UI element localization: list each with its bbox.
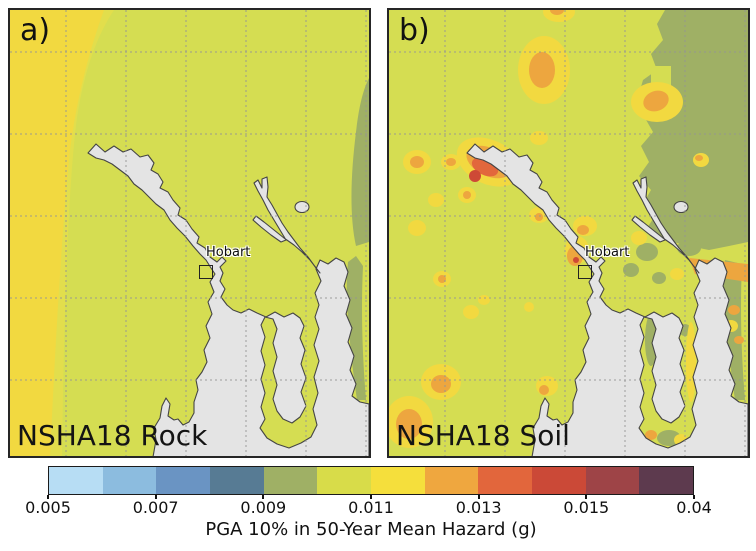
colorbar-swatch bbox=[102, 467, 157, 494]
colorbar-tick-label: 0.007 bbox=[132, 498, 179, 517]
colorbar-swatch bbox=[210, 467, 264, 494]
colorbar-swatch bbox=[585, 467, 640, 494]
hobart-marker-soil bbox=[578, 265, 592, 279]
colorbar-tickmark bbox=[370, 495, 372, 499]
hobart-label-soil: Hobart bbox=[585, 245, 630, 260]
panel-a-corner-label: a) bbox=[20, 13, 51, 48]
colorbar-tick-label: 0.04 bbox=[676, 498, 712, 517]
colorbar-title: PGA 10% in 50-Year Mean Hazard (g) bbox=[205, 519, 537, 540]
colorbar-tickmark bbox=[47, 495, 49, 499]
colorbar-tickmark bbox=[262, 495, 265, 499]
colorbar-swatch bbox=[478, 467, 533, 494]
map-soil-svg bbox=[389, 10, 748, 456]
panel-b-map-type-label: NSHA18 Soil bbox=[396, 419, 570, 452]
colorbar-tick-label: 0.011 bbox=[348, 498, 394, 517]
colorbar-swatch bbox=[317, 467, 372, 494]
colorbar-swatch bbox=[49, 467, 103, 494]
hobart-label-rock: Hobart bbox=[206, 245, 251, 260]
colorbar-tickmark bbox=[693, 495, 695, 499]
colorbar-ticks: 0.005 0.007 0.009 0.011 0.013 0.015 0.04 bbox=[25, 495, 712, 519]
map-rock-svg bbox=[10, 10, 369, 456]
colorbar-swatch bbox=[532, 467, 586, 494]
panel-a-map-type-label: NSHA18 Rock bbox=[17, 419, 208, 452]
colorbar-swatch bbox=[424, 467, 479, 494]
colorbar-swatch bbox=[263, 467, 318, 494]
colorbar-tick-label: 0.009 bbox=[240, 498, 287, 517]
hazard-patches-soil bbox=[389, 10, 748, 456]
colorbar-tick-label: 0.005 bbox=[25, 498, 71, 517]
hobart-marker-rock bbox=[199, 265, 213, 279]
colorbar-tickmark bbox=[477, 495, 480, 499]
colorbar-swatches bbox=[48, 466, 694, 495]
colorbar-swatch bbox=[371, 467, 425, 494]
colorbar-tickmark bbox=[154, 495, 157, 499]
colorbar-swatch bbox=[156, 467, 211, 494]
pond-rock bbox=[294, 200, 310, 214]
hazard-patches-rock bbox=[10, 10, 369, 456]
pond-soil bbox=[673, 200, 689, 214]
map-panel-rock: a) Hobart NSHA18 Rock bbox=[8, 8, 371, 458]
colorbar-tick-label: 0.013 bbox=[455, 498, 502, 517]
map-panel-soil: b) Hobart NSHA18 Soil bbox=[387, 8, 750, 458]
panel-b-corner-label: b) bbox=[399, 13, 430, 48]
colorbar-swatch bbox=[639, 467, 694, 494]
colorbar: 0.005 0.007 0.009 0.011 0.013 0.015 0.04 PGA 1… bbox=[25, 466, 712, 540]
colorbar-tickmark bbox=[585, 495, 588, 499]
colorbar-tick-label: 0.015 bbox=[563, 498, 610, 517]
